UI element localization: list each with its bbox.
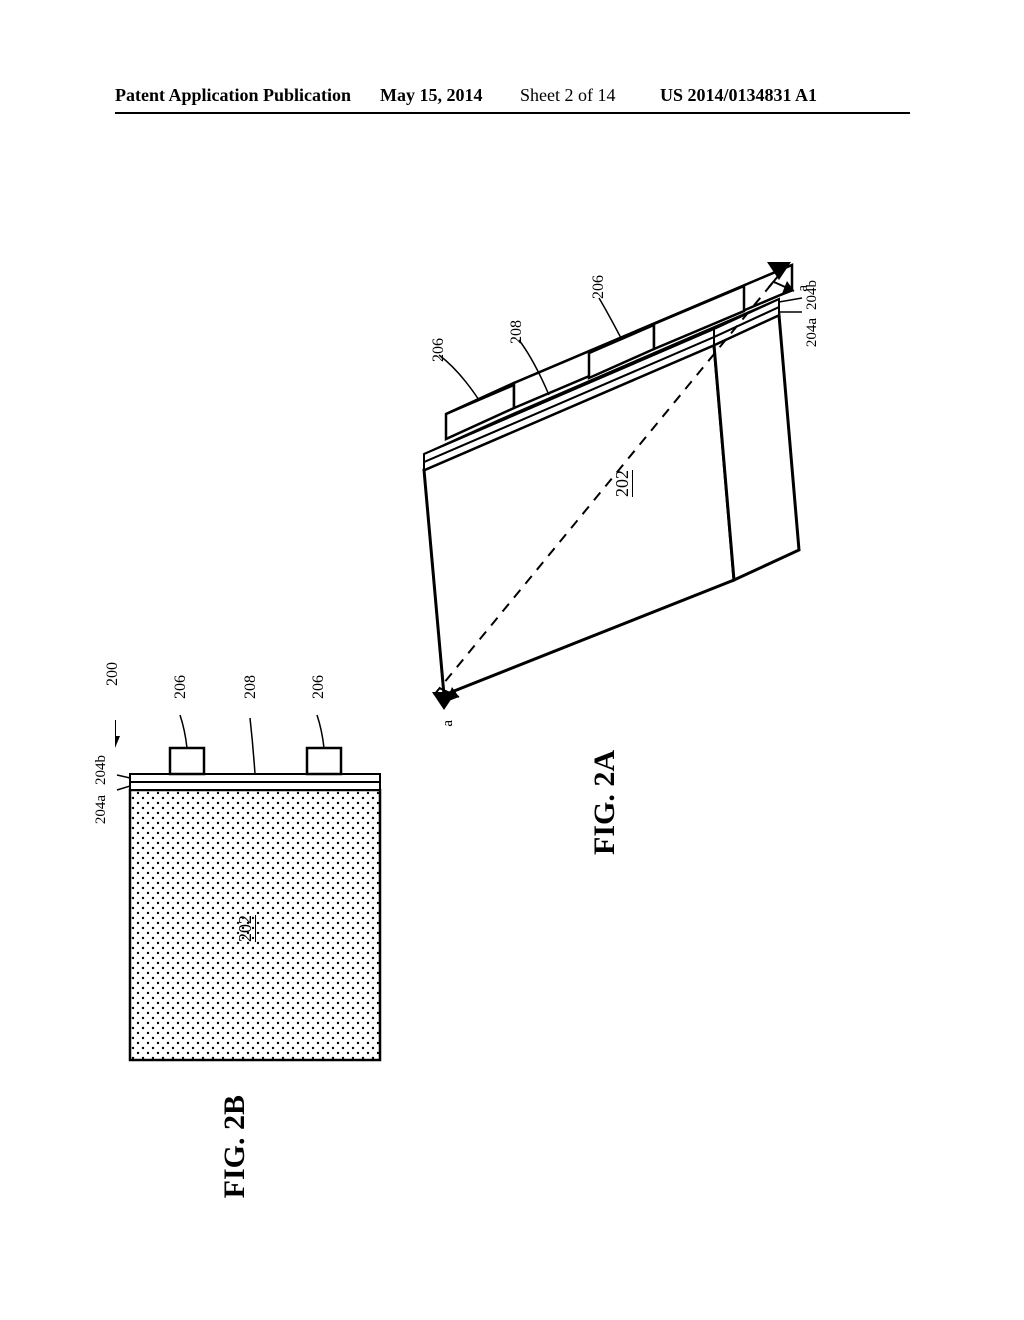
header-rule <box>115 112 910 114</box>
label-206-right-2a: 206 <box>590 275 608 299</box>
label-206-left-2a: 206 <box>430 338 448 362</box>
label-200-2b: 200 <box>104 662 122 686</box>
label-206-right-2b: 206 <box>310 675 328 699</box>
fig2b-caption: FIG. 2B <box>218 1095 252 1198</box>
fig2a-caption: FIG. 2A <box>588 750 622 855</box>
publication-text: Patent Application Publication <box>115 85 351 106</box>
page: Patent Application Publication May 15, 2… <box>0 0 1024 1320</box>
label-208-2b: 208 <box>242 675 260 699</box>
label-204b-2b: 204b <box>93 755 110 785</box>
label-206-left-2b: 206 <box>172 675 190 699</box>
appnum-text: US 2014/0134831 A1 <box>660 85 817 106</box>
label-202-2a: 202 <box>612 470 633 497</box>
fig2a-drawing <box>384 240 814 750</box>
label-a-top: a <box>795 285 812 292</box>
fig2b-drawing <box>115 710 395 1080</box>
sheet-text: Sheet 2 of 14 <box>520 85 615 106</box>
label-208-2a: 208 <box>508 320 526 344</box>
label-204a-2b: 204a <box>93 795 110 824</box>
label-a-bottom: a <box>440 720 457 727</box>
label-202-2b: 202 <box>235 915 256 942</box>
figure-area: 206 208 206 204b 204a 202 a a FIG. 2A <box>0 180 1024 1260</box>
label-204a-2a: 204a <box>804 318 821 347</box>
date-text: May 15, 2014 <box>380 85 483 106</box>
